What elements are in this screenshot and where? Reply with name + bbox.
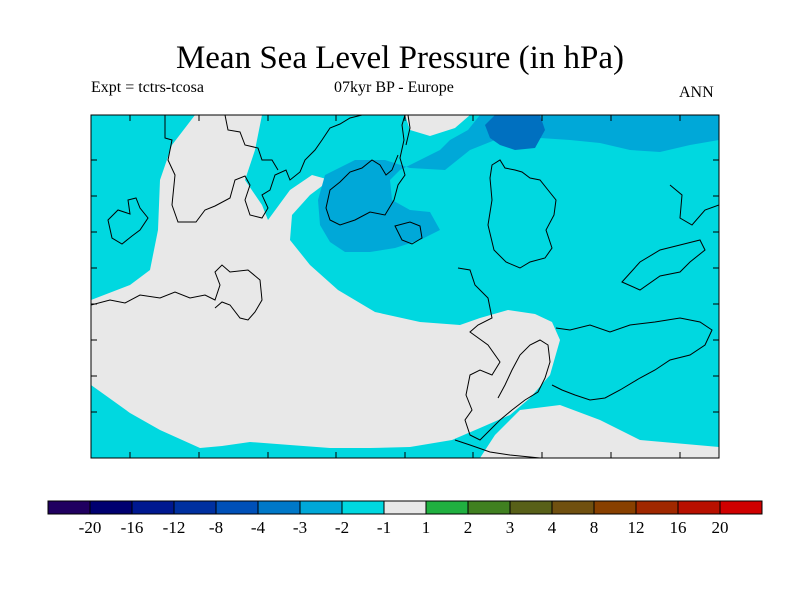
colorbar-box [215, 500, 259, 515]
near-zero-region-north [405, 115, 470, 136]
colorbar-tick-label: 12 [628, 518, 645, 537]
near-zero-region [91, 115, 560, 448]
colorbar-tick-label: 3 [506, 518, 515, 537]
colorbar-box [341, 500, 385, 515]
colorbar-box [383, 500, 427, 515]
colorbar-box [131, 500, 175, 515]
colorbar-box [593, 500, 637, 515]
colorbar-tick-label: -20 [79, 518, 102, 537]
season-label: ANN [679, 84, 714, 101]
colorbar-tick-label: -16 [121, 518, 144, 537]
colorbar-tick-label: -8 [209, 518, 223, 537]
colorbar-box [47, 500, 91, 515]
colorbar-box [509, 500, 553, 515]
map-title: Mean Sea Level Pressure (in hPa) [175, 40, 625, 76]
colorbar-tick-label: 8 [590, 518, 599, 537]
colorbar-box [635, 500, 679, 515]
colorbar-tick-label: -12 [163, 518, 186, 537]
colorbar-box [173, 500, 217, 515]
coastlines [91, 115, 719, 458]
colorbar-tick-label: 2 [464, 518, 473, 537]
colorbar-box [257, 500, 301, 515]
colorbar-tick-label: -2 [335, 518, 349, 537]
near-zero-region-east [480, 405, 719, 458]
colorbar-tick-label: -3 [293, 518, 307, 537]
colorbar-tick-label: 20 [712, 518, 729, 537]
colorbar-tick-label: 4 [548, 518, 557, 537]
colorbar-box [551, 500, 595, 515]
colorbar-box [299, 500, 343, 515]
colorbar-box [425, 500, 469, 515]
colorbar-tick-label: -4 [251, 518, 266, 537]
colorbar-box [467, 500, 511, 515]
colorbar-labels: -20 -16 -12 -8 -4 -3 -2 -1 1 2 3 4 8 12 16 20 [79, 518, 729, 537]
experiment-label: Expt = tctrs-tcosa [91, 79, 204, 96]
colorbar-tick-label: -1 [377, 518, 391, 537]
low-pressure-region [318, 115, 719, 252]
colorbar-box [677, 500, 721, 515]
colorbar-box [89, 500, 133, 515]
period-label: 07kyr BP - Europe [334, 79, 454, 96]
frame-tick-marks [91, 115, 719, 458]
colorbar-tick-label: 1 [422, 518, 431, 537]
colorbar-boxes [47, 500, 763, 515]
colorbar-box [719, 500, 763, 515]
colorbar-tick-label: 16 [670, 518, 687, 537]
low-pressure-core [485, 115, 545, 150]
